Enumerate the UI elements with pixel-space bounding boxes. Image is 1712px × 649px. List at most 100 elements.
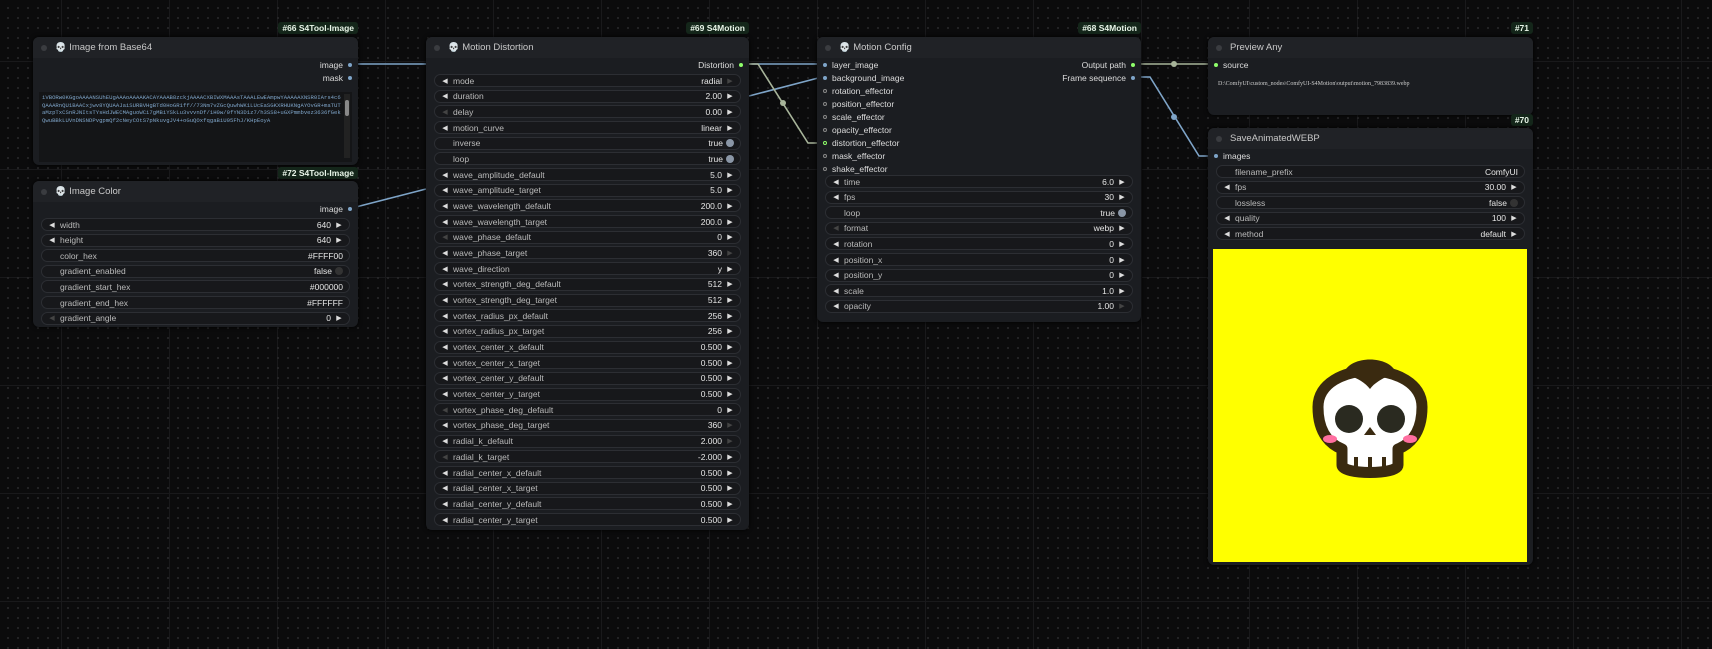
widget-rotation[interactable]: ◀ rotation 0 ▶ [825, 237, 1133, 251]
increment-arrow-icon[interactable]: ▶ [727, 187, 733, 195]
slot-dot-icon[interactable] [823, 141, 827, 145]
decrement-arrow-icon[interactable]: ◀ [442, 516, 448, 524]
input-slot[interactable]: opacity_effector [823, 124, 892, 136]
widget-quality[interactable]: ◀ quality 100 ▶ [1216, 211, 1525, 225]
widget-method[interactable]: ◀ method default ▶ [1216, 227, 1525, 241]
increment-arrow-icon[interactable]: ▶ [727, 406, 733, 414]
node-n70[interactable]: SaveAnimatedWEBP images filename_prefix Com… [1208, 128, 1533, 565]
decrement-arrow-icon[interactable]: ◀ [442, 469, 448, 477]
increment-arrow-icon[interactable]: ▶ [336, 315, 342, 323]
widget-delay[interactable]: ◀ delay 0.00 ▶ [434, 105, 741, 119]
slot-dot-icon[interactable] [823, 167, 827, 171]
node-n72[interactable]: 💀 Image Color image ◀ width 640 ▶ ◀ height 640 ▶ co… [33, 181, 358, 327]
slot-dot-icon[interactable] [823, 89, 827, 93]
slot-dot-icon[interactable] [823, 76, 827, 80]
widget-gradient-enabled[interactable]: gradient_enabled false [41, 264, 350, 278]
input-slot[interactable]: distortion_effector [823, 137, 899, 149]
increment-arrow-icon[interactable]: ▶ [1511, 184, 1517, 192]
decrement-arrow-icon[interactable]: ◀ [442, 359, 448, 367]
widget-mode[interactable]: ◀ mode radial ▶ [434, 74, 741, 87]
node-title-bar[interactable]: Preview Any [1208, 37, 1533, 58]
widget-vortex-phase-deg-default[interactable]: ◀ vortex_phase_deg_default 0 ▶ [434, 403, 741, 417]
widget-vortex-center-y-default[interactable]: ◀ vortex_center_y_default 0.500 ▶ [434, 371, 741, 385]
widget-motion-curve[interactable]: ◀ motion_curve linear ▶ [434, 121, 741, 135]
increment-arrow-icon[interactable]: ▶ [727, 359, 733, 367]
widget-wave-phase-target[interactable]: ◀ wave_phase_target 360 ▶ [434, 246, 741, 260]
decrement-arrow-icon[interactable]: ◀ [1224, 184, 1230, 192]
increment-arrow-icon[interactable]: ▶ [1119, 272, 1125, 280]
increment-arrow-icon[interactable]: ▶ [727, 281, 733, 289]
widget-radial-center-y-default[interactable]: ◀ radial_center_y_default 0.500 ▶ [434, 497, 741, 511]
widget-radial-center-x-default[interactable]: ◀ radial_center_x_default 0.500 ▶ [434, 466, 741, 479]
increment-arrow-icon[interactable]: ▶ [727, 312, 733, 320]
input-slot[interactable]: rotation_effector [823, 85, 893, 97]
decrement-arrow-icon[interactable]: ◀ [442, 422, 448, 430]
decrement-arrow-icon[interactable]: ◀ [442, 375, 448, 383]
increment-arrow-icon[interactable]: ▶ [1119, 303, 1125, 311]
decrement-arrow-icon[interactable]: ◀ [442, 281, 448, 289]
increment-arrow-icon[interactable]: ▶ [727, 77, 733, 85]
widget-wave-wavelength-default[interactable]: ◀ wave_wavelength_default 200.0 ▶ [434, 199, 741, 213]
widget-wave-amplitude-default[interactable]: ◀ wave_amplitude_default 5.0 ▶ [434, 168, 741, 182]
input-slot[interactable]: source [1214, 59, 1249, 71]
decrement-arrow-icon[interactable]: ◀ [833, 194, 839, 202]
widget-vortex-strength-deg-target[interactable]: ◀ vortex_strength_deg_target 512 ▶ [434, 293, 741, 307]
decrement-arrow-icon[interactable]: ◀ [442, 218, 448, 226]
widget-lossless[interactable]: lossless false [1216, 196, 1525, 210]
widget-radial-k-default[interactable]: ◀ radial_k_default 2.000 ▶ [434, 434, 741, 448]
widget-position-x[interactable]: ◀ position_x 0 ▶ [825, 253, 1133, 266]
collapse-dot-icon[interactable] [41, 188, 47, 195]
toggle-knob-icon[interactable] [1118, 208, 1126, 217]
increment-arrow-icon[interactable]: ▶ [727, 391, 733, 399]
textarea-scrollbar[interactable] [344, 94, 350, 158]
toggle-knob-icon[interactable] [335, 267, 343, 276]
increment-arrow-icon[interactable]: ▶ [727, 328, 733, 336]
decrement-arrow-icon[interactable]: ◀ [442, 328, 448, 336]
increment-arrow-icon[interactable]: ▶ [727, 438, 733, 446]
decrement-arrow-icon[interactable]: ◀ [833, 240, 839, 248]
decrement-arrow-icon[interactable]: ◀ [442, 202, 448, 210]
node-n71[interactable]: Preview Any source D:\ComfyUI\custom_nodes… [1208, 37, 1533, 115]
output-slot[interactable]: Distortion [698, 59, 743, 71]
widget-vortex-center-y-target[interactable]: ◀ vortex_center_y_target 0.500 ▶ [434, 387, 741, 401]
node-title-bar[interactable]: 💀 Motion Config [817, 37, 1141, 58]
widget-vortex-radius-px-default[interactable]: ◀ vortex_radius_px_default 256 ▶ [434, 309, 741, 323]
widget-vortex-center-x-target[interactable]: ◀ vortex_center_x_target 0.500 ▶ [434, 356, 741, 370]
input-slot[interactable]: layer_image [823, 59, 878, 71]
widget-fps[interactable]: ◀ fps 30 ▶ [825, 190, 1133, 204]
widget-gradient-start-hex[interactable]: gradient_start_hex #000000 [41, 280, 350, 294]
collapse-dot-icon[interactable] [41, 44, 47, 51]
widget-radial-center-x-target[interactable]: ◀ radial_center_x_target 0.500 ▶ [434, 481, 741, 495]
node-n68[interactable]: 💀 Motion Config Output path Frame sequence l… [817, 37, 1141, 322]
increment-arrow-icon[interactable]: ▶ [727, 469, 733, 477]
widget-duration[interactable]: ◀ duration 2.00 ▶ [434, 89, 741, 103]
increment-arrow-icon[interactable]: ▶ [1119, 225, 1125, 233]
widget-vortex-strength-deg-default[interactable]: ◀ vortex_strength_deg_default 512 ▶ [434, 277, 741, 291]
slot-dot-icon[interactable] [823, 102, 827, 106]
collapse-dot-icon[interactable] [434, 44, 440, 51]
decrement-arrow-icon[interactable]: ◀ [442, 500, 448, 508]
node-n66[interactable]: 💀 Image from Base64 image mask iVBORw0KGgoAA… [33, 37, 358, 165]
decrement-arrow-icon[interactable]: ◀ [442, 453, 448, 461]
increment-arrow-icon[interactable]: ▶ [1119, 178, 1125, 186]
decrement-arrow-icon[interactable]: ◀ [442, 124, 448, 132]
widget-scale[interactable]: ◀ scale 1.0 ▶ [825, 284, 1133, 298]
widget-inverse[interactable]: inverse true [434, 136, 741, 150]
slot-dot-icon[interactable] [1131, 63, 1135, 67]
widget-position-y[interactable]: ◀ position_y 0 ▶ [825, 268, 1133, 282]
decrement-arrow-icon[interactable]: ◀ [442, 108, 448, 116]
decrement-arrow-icon[interactable]: ◀ [442, 249, 448, 257]
increment-arrow-icon[interactable]: ▶ [727, 218, 733, 226]
decrement-arrow-icon[interactable]: ◀ [833, 256, 839, 264]
increment-arrow-icon[interactable]: ▶ [727, 453, 733, 461]
decrement-arrow-icon[interactable]: ◀ [833, 225, 839, 233]
node-title-bar[interactable]: 💀 Image from Base64 [33, 37, 358, 58]
input-slot[interactable]: scale_effector [823, 111, 885, 123]
decrement-arrow-icon[interactable]: ◀ [442, 187, 448, 195]
slot-dot-icon[interactable] [348, 207, 352, 211]
increment-arrow-icon[interactable]: ▶ [1511, 230, 1517, 238]
increment-arrow-icon[interactable]: ▶ [727, 124, 733, 132]
output-slot[interactable]: mask [323, 72, 352, 84]
widget-wave-wavelength-target[interactable]: ◀ wave_wavelength_target 200.0 ▶ [434, 215, 741, 229]
output-slot[interactable]: image [320, 203, 352, 215]
